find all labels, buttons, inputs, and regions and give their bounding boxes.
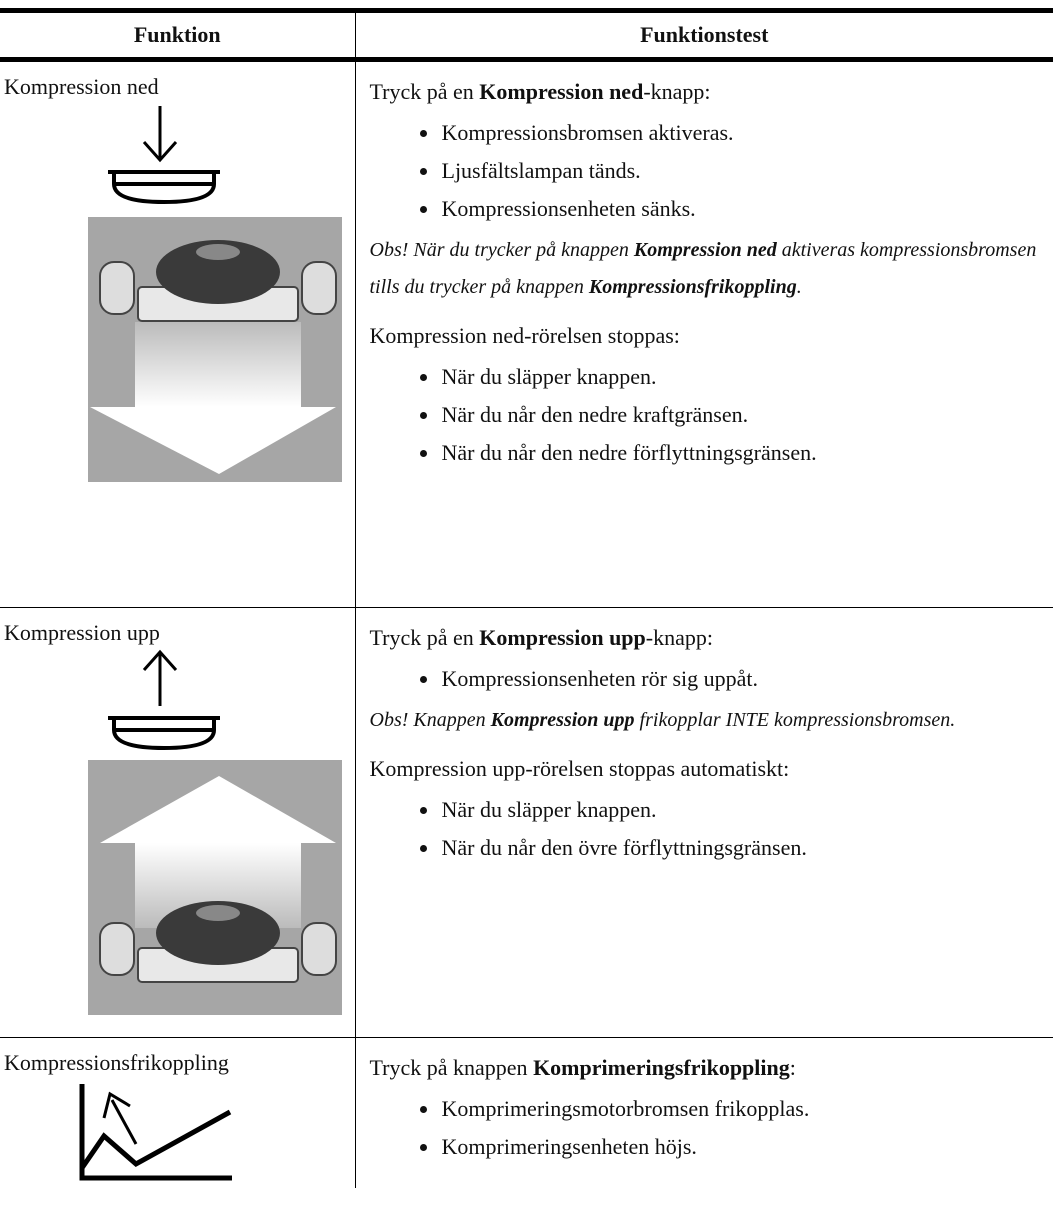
device [99,901,337,983]
text-run: aktiveras kompressionsbromsen tills du t… [369,239,1037,298]
bullet-item: Komprimeringsenheten höjs. [440,1128,1053,1166]
header-row: Funktion Funktionstest [0,8,1053,62]
text-run: Tryck på en [369,625,480,650]
table-row: Kompression upp [0,607,1053,1038]
text-run: Tryck på knappen [369,1055,534,1080]
test-cell: Tryck på knappen Komprimeringsfrikopplin… [354,1037,1053,1188]
test-cell: Tryck på en Kompression upp-knapp:Kompre… [354,607,1053,1038]
table-row: Kompression ned [0,59,1053,608]
bullet-list: När du släpper knappen.När du når den öv… [370,791,1053,867]
text-run: Obs! Knappen [369,709,491,731]
text-run: -knapp: [645,625,713,650]
test-content: Tryck på en Kompression ned-knapp:Kompre… [356,62,1053,472]
text-run: : [789,1055,796,1080]
bullet-item: När du släpper knappen. [440,791,1053,829]
text-run: Obs! När du trycker på knappen [369,239,634,261]
bold-text: Kompression ned [633,239,777,261]
paragraph: Tryck på knappen Komprimeringsfrikopplin… [370,1050,1053,1086]
device [99,240,337,322]
bullet-item: När du når den övre förflyttningsgränsen… [440,829,1053,867]
paragraph: Tryck på en Kompression ned-knapp: [370,74,1053,110]
function-cell: Kompression upp [0,607,355,1038]
bullet-list: Kompressionsenheten rör sig uppåt. [370,660,1053,698]
bold-text: Kompression ned [479,79,644,104]
bullet-item: Kompressionsbromsen aktiveras. [440,114,1053,152]
paragraph: Tryck på en Kompression upp-knapp: [370,620,1053,656]
header-cell: Funktion [0,8,355,62]
bullet-list: När du släpper knappen.När du når den ne… [370,358,1053,472]
paragraph: Kompression ned-rörelsen stoppas: [370,318,1053,354]
bullet-item: När du släpper knappen. [440,358,1053,396]
text-run: . [796,276,802,298]
test-content: Tryck på knappen Komprimeringsfrikopplin… [356,1038,1053,1166]
text-run: Kompression upp-rörelsen stoppas automat… [369,756,790,781]
paragraph: Kompression upp-rörelsen stoppas automat… [370,751,1053,787]
bullet-item: Komprimeringsmotorbromsen frikopplas. [440,1090,1053,1128]
bullet-item: När du når den nedre förflyttningsgränse… [440,434,1053,472]
text-run: Tryck på en [369,79,480,104]
bullet-list: Komprimeringsmotorbromsen frikopplas.Kom… [370,1090,1053,1166]
bullet-item: Ljusfältslampan tänds. [440,152,1053,190]
note: Obs! När du trycker på knappen Kompressi… [370,232,1053,306]
bullet-item: Kompressionsenheten rör sig uppåt. [440,660,1053,698]
bold-text: Kompression upp [479,625,646,650]
function-name: Kompressionsfrikoppling [4,1050,229,1075]
test-content: Tryck på en Kompression upp-knapp:Kompre… [356,608,1053,867]
note: Obs! Knappen Kompression upp frikopplar … [370,702,1053,739]
function-name: Kompression upp [4,620,160,645]
bold-text: Komprimeringsfrikoppling [533,1055,790,1080]
compression-down-icon [88,106,342,482]
text-run: Kompression ned-rörelsen stoppas: [369,323,680,348]
bold-text: Kompressionsfrikoppling [588,276,797,298]
header-cell: Funktionstest [354,8,1053,62]
bullet-item: När du når den nedre kraftgränsen. [440,396,1053,434]
bullet-item: Kompressionsenheten sänks. [440,190,1053,228]
text-run: frikopplar INTE kompressionsbromsen. [634,709,956,731]
bullet-list: Kompressionsbromsen aktiveras.Ljusfältsl… [370,114,1053,228]
function-name: Kompression ned [4,74,159,99]
function-cell: Kompression ned [0,59,355,608]
table-row: Kompressionsfrikoppling Tryck på knappen… [0,1037,1053,1189]
function-cell: Kompressionsfrikoppling [0,1038,355,1189]
function-table: Funktion Funktionstest Kompression ned [0,8,1053,1188]
test-cell: Tryck på en Kompression ned-knapp:Kompre… [354,59,1053,608]
bold-text: Kompression upp [490,709,635,731]
compression-release-icon [79,1084,232,1181]
compression-up-icon [88,649,342,1015]
text-run: -knapp: [643,79,711,104]
